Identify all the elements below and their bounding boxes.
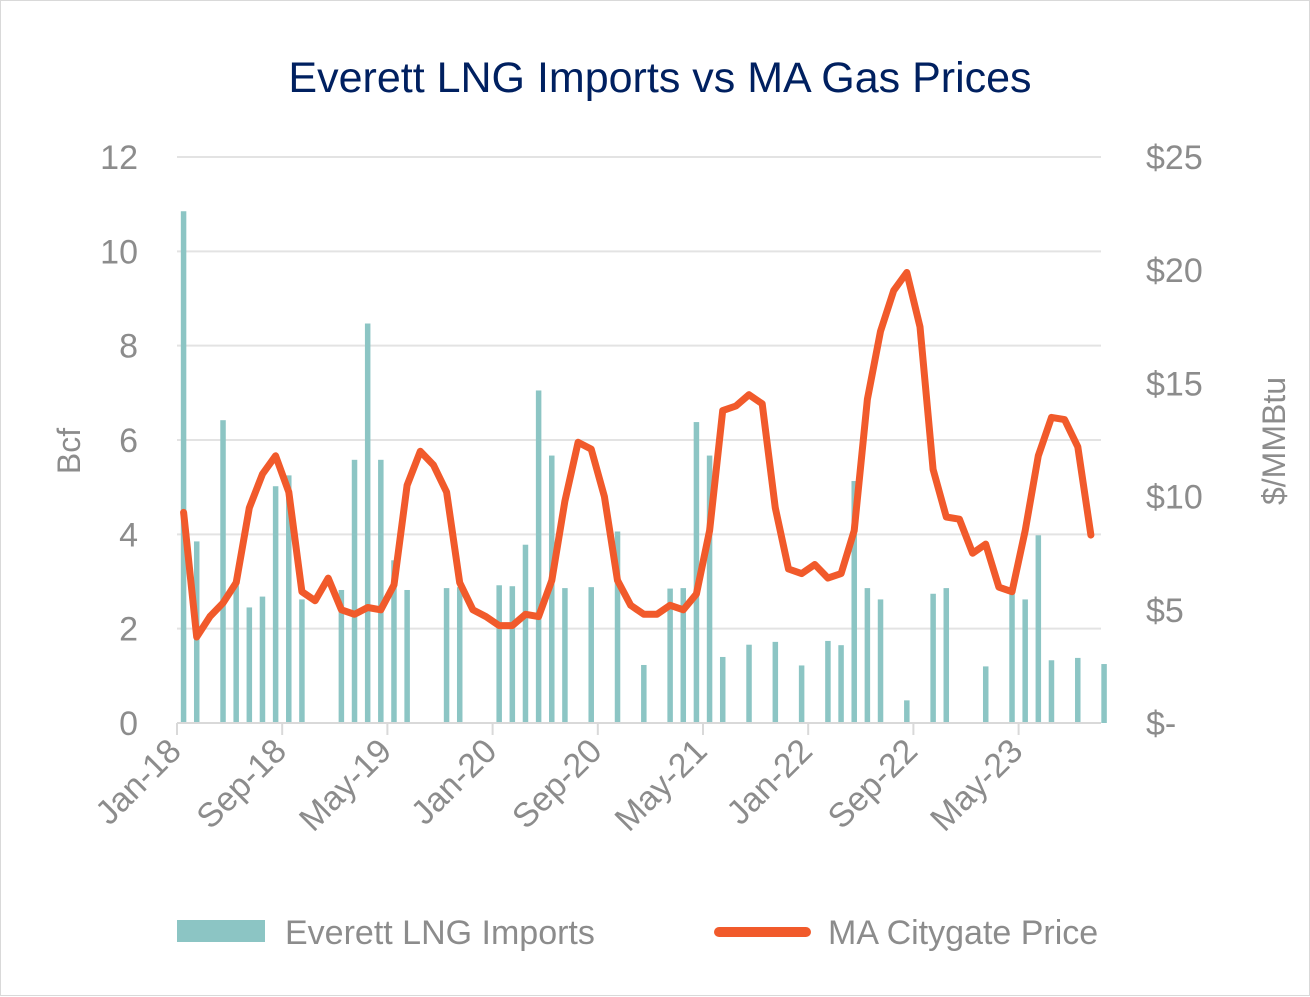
- left-tick-label: 6: [119, 422, 138, 460]
- bar: [930, 594, 936, 723]
- bar: [260, 597, 266, 723]
- legend-bar-swatch: [177, 920, 265, 942]
- bar: [588, 587, 594, 723]
- bar: [1009, 590, 1015, 723]
- left-axis-ticks: 0 2 4 6 8 10 12: [100, 139, 138, 743]
- line-path: [184, 273, 1091, 638]
- left-tick-label: 4: [119, 516, 138, 554]
- bar: [799, 665, 805, 723]
- right-tick-label: $5: [1146, 592, 1184, 630]
- legend: Everett LNG Imports MA Citygate Price: [177, 914, 1098, 952]
- bar: [273, 486, 279, 723]
- right-axis-ticks: $- $5 $10 $15 $20 $25: [1146, 139, 1203, 743]
- bar: [1036, 535, 1042, 723]
- bar: [773, 642, 779, 723]
- left-tick-label: 10: [100, 233, 138, 271]
- x-tick-label: Sep-20: [505, 732, 609, 836]
- gridlines: [177, 157, 1101, 629]
- x-tick-label: May-23: [923, 732, 1030, 839]
- bar: [404, 590, 410, 723]
- bar: [720, 657, 726, 723]
- bar: [865, 588, 871, 723]
- bar: [1049, 660, 1055, 723]
- bar: [510, 586, 516, 723]
- bar: [825, 641, 831, 723]
- left-tick-label: 0: [119, 705, 138, 743]
- x-tick-label: Jan-22: [719, 732, 819, 832]
- bar: [878, 599, 884, 723]
- right-axis-title: $/MMBtu: [1256, 377, 1292, 505]
- bar: [220, 420, 226, 723]
- bar: [1022, 599, 1028, 723]
- bar: [457, 587, 463, 723]
- bar: [536, 390, 542, 723]
- bar: [181, 211, 187, 723]
- bar: [233, 585, 239, 723]
- bar: [904, 700, 910, 723]
- bar: [641, 665, 647, 723]
- left-tick-label: 12: [100, 139, 138, 177]
- bar: [378, 460, 384, 723]
- bar: [983, 666, 989, 723]
- bar: [838, 645, 844, 723]
- bar: [247, 607, 253, 723]
- chart-title: Everett LNG Imports vs MA Gas Prices: [288, 54, 1031, 102]
- bar: [365, 323, 371, 723]
- legend-line-label: MA Citygate Price: [828, 914, 1098, 952]
- bar: [523, 545, 529, 723]
- bar: [299, 599, 305, 723]
- bar: [562, 588, 568, 723]
- left-tick-label: 2: [119, 611, 138, 649]
- left-tick-label: 8: [119, 328, 138, 366]
- right-tick-label: $15: [1146, 365, 1203, 403]
- right-tick-label: $20: [1146, 252, 1203, 290]
- right-tick-label: $10: [1146, 479, 1203, 517]
- x-tick-label: May-19: [292, 732, 399, 839]
- legend-bar-label: Everett LNG Imports: [285, 914, 595, 952]
- right-tick-label: $25: [1146, 139, 1203, 177]
- x-tick-label: Sep-22: [821, 732, 925, 836]
- x-tick-label: Jan-20: [404, 732, 504, 832]
- x-tick-label: Jan-18: [88, 732, 188, 832]
- line-series: [184, 272, 1092, 637]
- bar: [496, 585, 502, 723]
- right-tick-label: $-: [1146, 705, 1176, 743]
- bar: [1101, 664, 1107, 723]
- x-tick-label: May-21: [608, 732, 715, 839]
- left-axis-title: Bcf: [51, 428, 87, 474]
- bar: [444, 588, 450, 723]
- bar: [944, 588, 950, 723]
- bar: [746, 645, 752, 723]
- bar: [352, 460, 358, 723]
- bar: [1075, 658, 1081, 723]
- bar-series: [181, 211, 1107, 723]
- x-tick-label: Sep-18: [189, 732, 293, 836]
